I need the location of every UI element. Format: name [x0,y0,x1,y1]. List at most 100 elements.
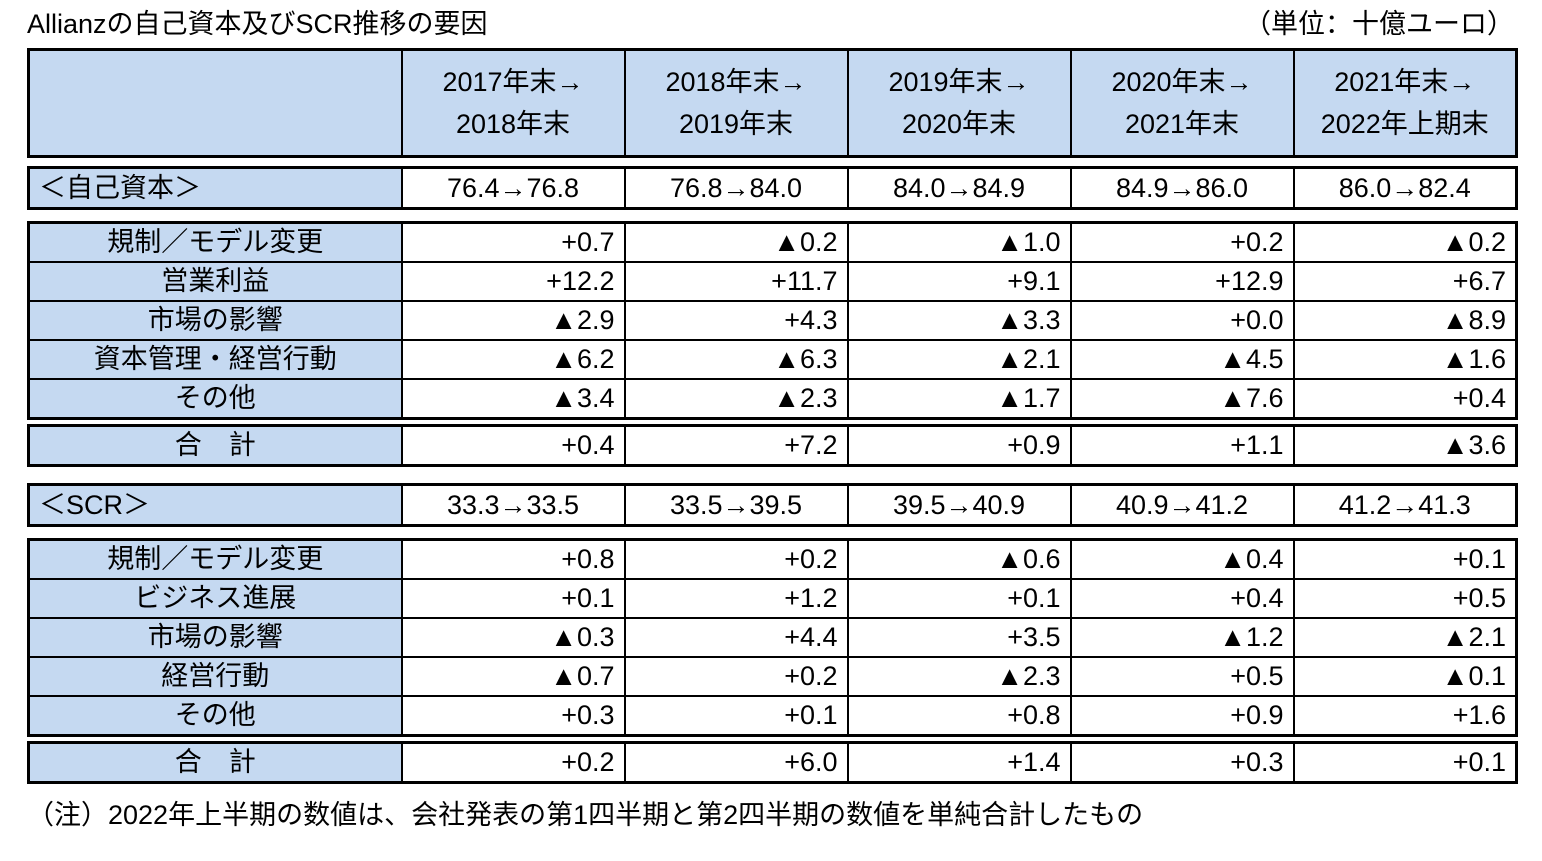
value-cell: +0.4 [400,424,626,467]
value-cell: ▲2.1 [846,338,1072,380]
value-cell: +0.8 [400,538,626,580]
transition-cell: 76.4→76.8 [400,166,626,210]
capital-summary-row: ＜自己資本＞ 76.4→76.8 76.8→84.0 84.0→84.9 84.… [27,166,1518,210]
factor-row: その他 +0.3 +0.1 +0.8 +0.9 +1.6 [27,694,1518,737]
value-cell: +0.4 [1069,577,1295,619]
row-label: その他 [27,377,403,420]
row-label: 規制／モデル変更 [27,221,403,263]
period-line1: 2020年末→ [1111,66,1253,97]
value-cell: +0.8 [846,694,1072,737]
factor-row: 規制／モデル変更 +0.7 ▲0.2 ▲1.0 +0.2 ▲0.2 [27,221,1518,263]
factor-row: 規制／モデル変更 +0.8 +0.2 ▲0.6 ▲0.4 +0.1 [27,538,1518,580]
transition-cell: 76.8→84.0 [623,166,849,210]
value-cell: +0.2 [400,741,626,784]
value-cell: ▲0.2 [1292,221,1518,263]
table-figure: Allianzの自己資本及びSCR推移の要因 （単位：十億ユーロ） 2017年末… [27,8,1518,830]
value-cell: ▲3.4 [400,377,626,420]
row-label: 合 計 [27,741,403,784]
value-cell: ▲0.1 [1292,655,1518,697]
value-cell: ▲1.7 [846,377,1072,420]
transition-cell: 40.9→41.2 [1069,483,1295,527]
value-cell: ▲0.3 [400,616,626,658]
period-line2: 2020年末 [901,108,1017,139]
value-cell: +0.2 [623,655,849,697]
title-bar: Allianzの自己資本及びSCR推移の要因 （単位：十億ユーロ） [27,8,1514,42]
row-label: ビジネス進展 [27,577,403,619]
scr-total-table: 合 計 +0.2 +6.0 +1.4 +0.3 +0.1 [27,740,1518,784]
transition-cell: 84.9→86.0 [1069,166,1295,210]
page-title: Allianzの自己資本及びSCR推移の要因 [27,9,488,39]
row-label: 資本管理・経営行動 [27,338,403,380]
period-line2: 2019年末 [678,108,794,139]
factor-row: 資本管理・経営行動 ▲6.2 ▲6.3 ▲2.1 ▲4.5 ▲1.6 [27,338,1518,380]
row-label: 経営行動 [27,655,403,697]
value-cell: +0.9 [1069,694,1295,737]
value-cell: +0.1 [1292,741,1518,784]
value-cell: ▲0.6 [846,538,1072,580]
value-cell: +6.7 [1292,260,1518,302]
total-row: 合 計 +0.4 +7.2 +0.9 +1.1 ▲3.6 [27,424,1518,467]
transition-cell: 86.0→82.4 [1292,166,1518,210]
period-header-row: 2017年末→ 2018年末 2018年末→ 2019年末 2019年末→ 2020年… [27,48,1518,158]
corner-cell [27,48,403,158]
value-cell: +12.9 [1069,260,1295,302]
capital-summary-table: ＜自己資本＞ 76.4→76.8 76.8→84.0 84.0→84.9 84.… [27,165,1518,210]
row-label: 市場の影響 [27,616,403,658]
value-cell: ▲6.3 [623,338,849,380]
factor-row: ビジネス進展 +0.1 +1.2 +0.1 +0.4 +0.5 [27,577,1518,619]
value-cell: +0.1 [623,694,849,737]
row-label: 合 計 [27,424,403,467]
period-line1: 2017年末→ [442,66,584,97]
value-cell: +12.2 [400,260,626,302]
value-cell: +0.1 [1292,538,1518,580]
value-cell: +1.2 [623,577,849,619]
capital-total-table: 合 計 +0.4 +7.2 +0.9 +1.1 ▲3.6 [27,423,1518,467]
scr-factors-table: 規制／モデル変更 +0.8 +0.2 ▲0.6 ▲0.4 +0.1 ビジネス進展… [27,537,1518,737]
transition-cell: 33.3→33.5 [400,483,626,527]
value-cell: +0.9 [846,424,1072,467]
value-cell: ▲1.0 [846,221,1072,263]
value-cell: +0.3 [400,694,626,737]
period-header-cell: 2017年末→ 2018年末 [400,48,626,158]
value-cell: +7.2 [623,424,849,467]
value-cell: ▲4.5 [1069,338,1295,380]
transition-cell: 84.0→84.9 [846,166,1072,210]
row-label: その他 [27,694,403,737]
transition-cell: 39.5→40.9 [846,483,1072,527]
period-line2: 2018年末 [455,108,571,139]
value-cell: +4.3 [623,299,849,341]
total-row: 合 計 +0.2 +6.0 +1.4 +0.3 +0.1 [27,741,1518,784]
value-cell: +0.7 [400,221,626,263]
footnote: （注）2022年上半期の数値は、会社発表の第1四半期と第2四半期の数値を単純合計… [27,799,1144,830]
value-cell: +4.4 [623,616,849,658]
row-label: 規制／モデル変更 [27,538,403,580]
scr-summary-table: ＜SCR＞ 33.3→33.5 33.5→39.5 39.5→40.9 40.9… [27,482,1518,527]
period-header-cell: 2018年末→ 2019年末 [623,48,849,158]
value-cell: +0.0 [1069,299,1295,341]
value-cell: ▲1.6 [1292,338,1518,380]
value-cell: +11.7 [623,260,849,302]
value-cell: +6.0 [623,741,849,784]
value-cell: +0.2 [623,538,849,580]
value-cell: ▲2.1 [1292,616,1518,658]
value-cell: ▲3.6 [1292,424,1518,467]
value-cell: +1.4 [846,741,1072,784]
period-line1: 2019年末→ [888,66,1030,97]
value-cell: +0.2 [1069,221,1295,263]
value-cell: ▲1.2 [1069,616,1295,658]
period-header-cell: 2020年末→ 2021年末 [1069,48,1295,158]
factor-row: 営業利益 +12.2 +11.7 +9.1 +12.9 +6.7 [27,260,1518,302]
value-cell: +0.4 [1292,377,1518,420]
value-cell: +3.5 [846,616,1072,658]
period-header-cell: 2021年末→ 2022年上期末 [1292,48,1518,158]
value-cell: ▲0.2 [623,221,849,263]
value-cell: ▲3.3 [846,299,1072,341]
value-cell: ▲6.2 [400,338,626,380]
period-header-table: 2017年末→ 2018年末 2018年末→ 2019年末 2019年末→ 2020年… [27,47,1518,158]
value-cell: ▲8.9 [1292,299,1518,341]
value-cell: +1.6 [1292,694,1518,737]
value-cell: ▲7.6 [1069,377,1295,420]
value-cell: ▲0.7 [400,655,626,697]
row-label: 営業利益 [27,260,403,302]
value-cell: +0.1 [400,577,626,619]
